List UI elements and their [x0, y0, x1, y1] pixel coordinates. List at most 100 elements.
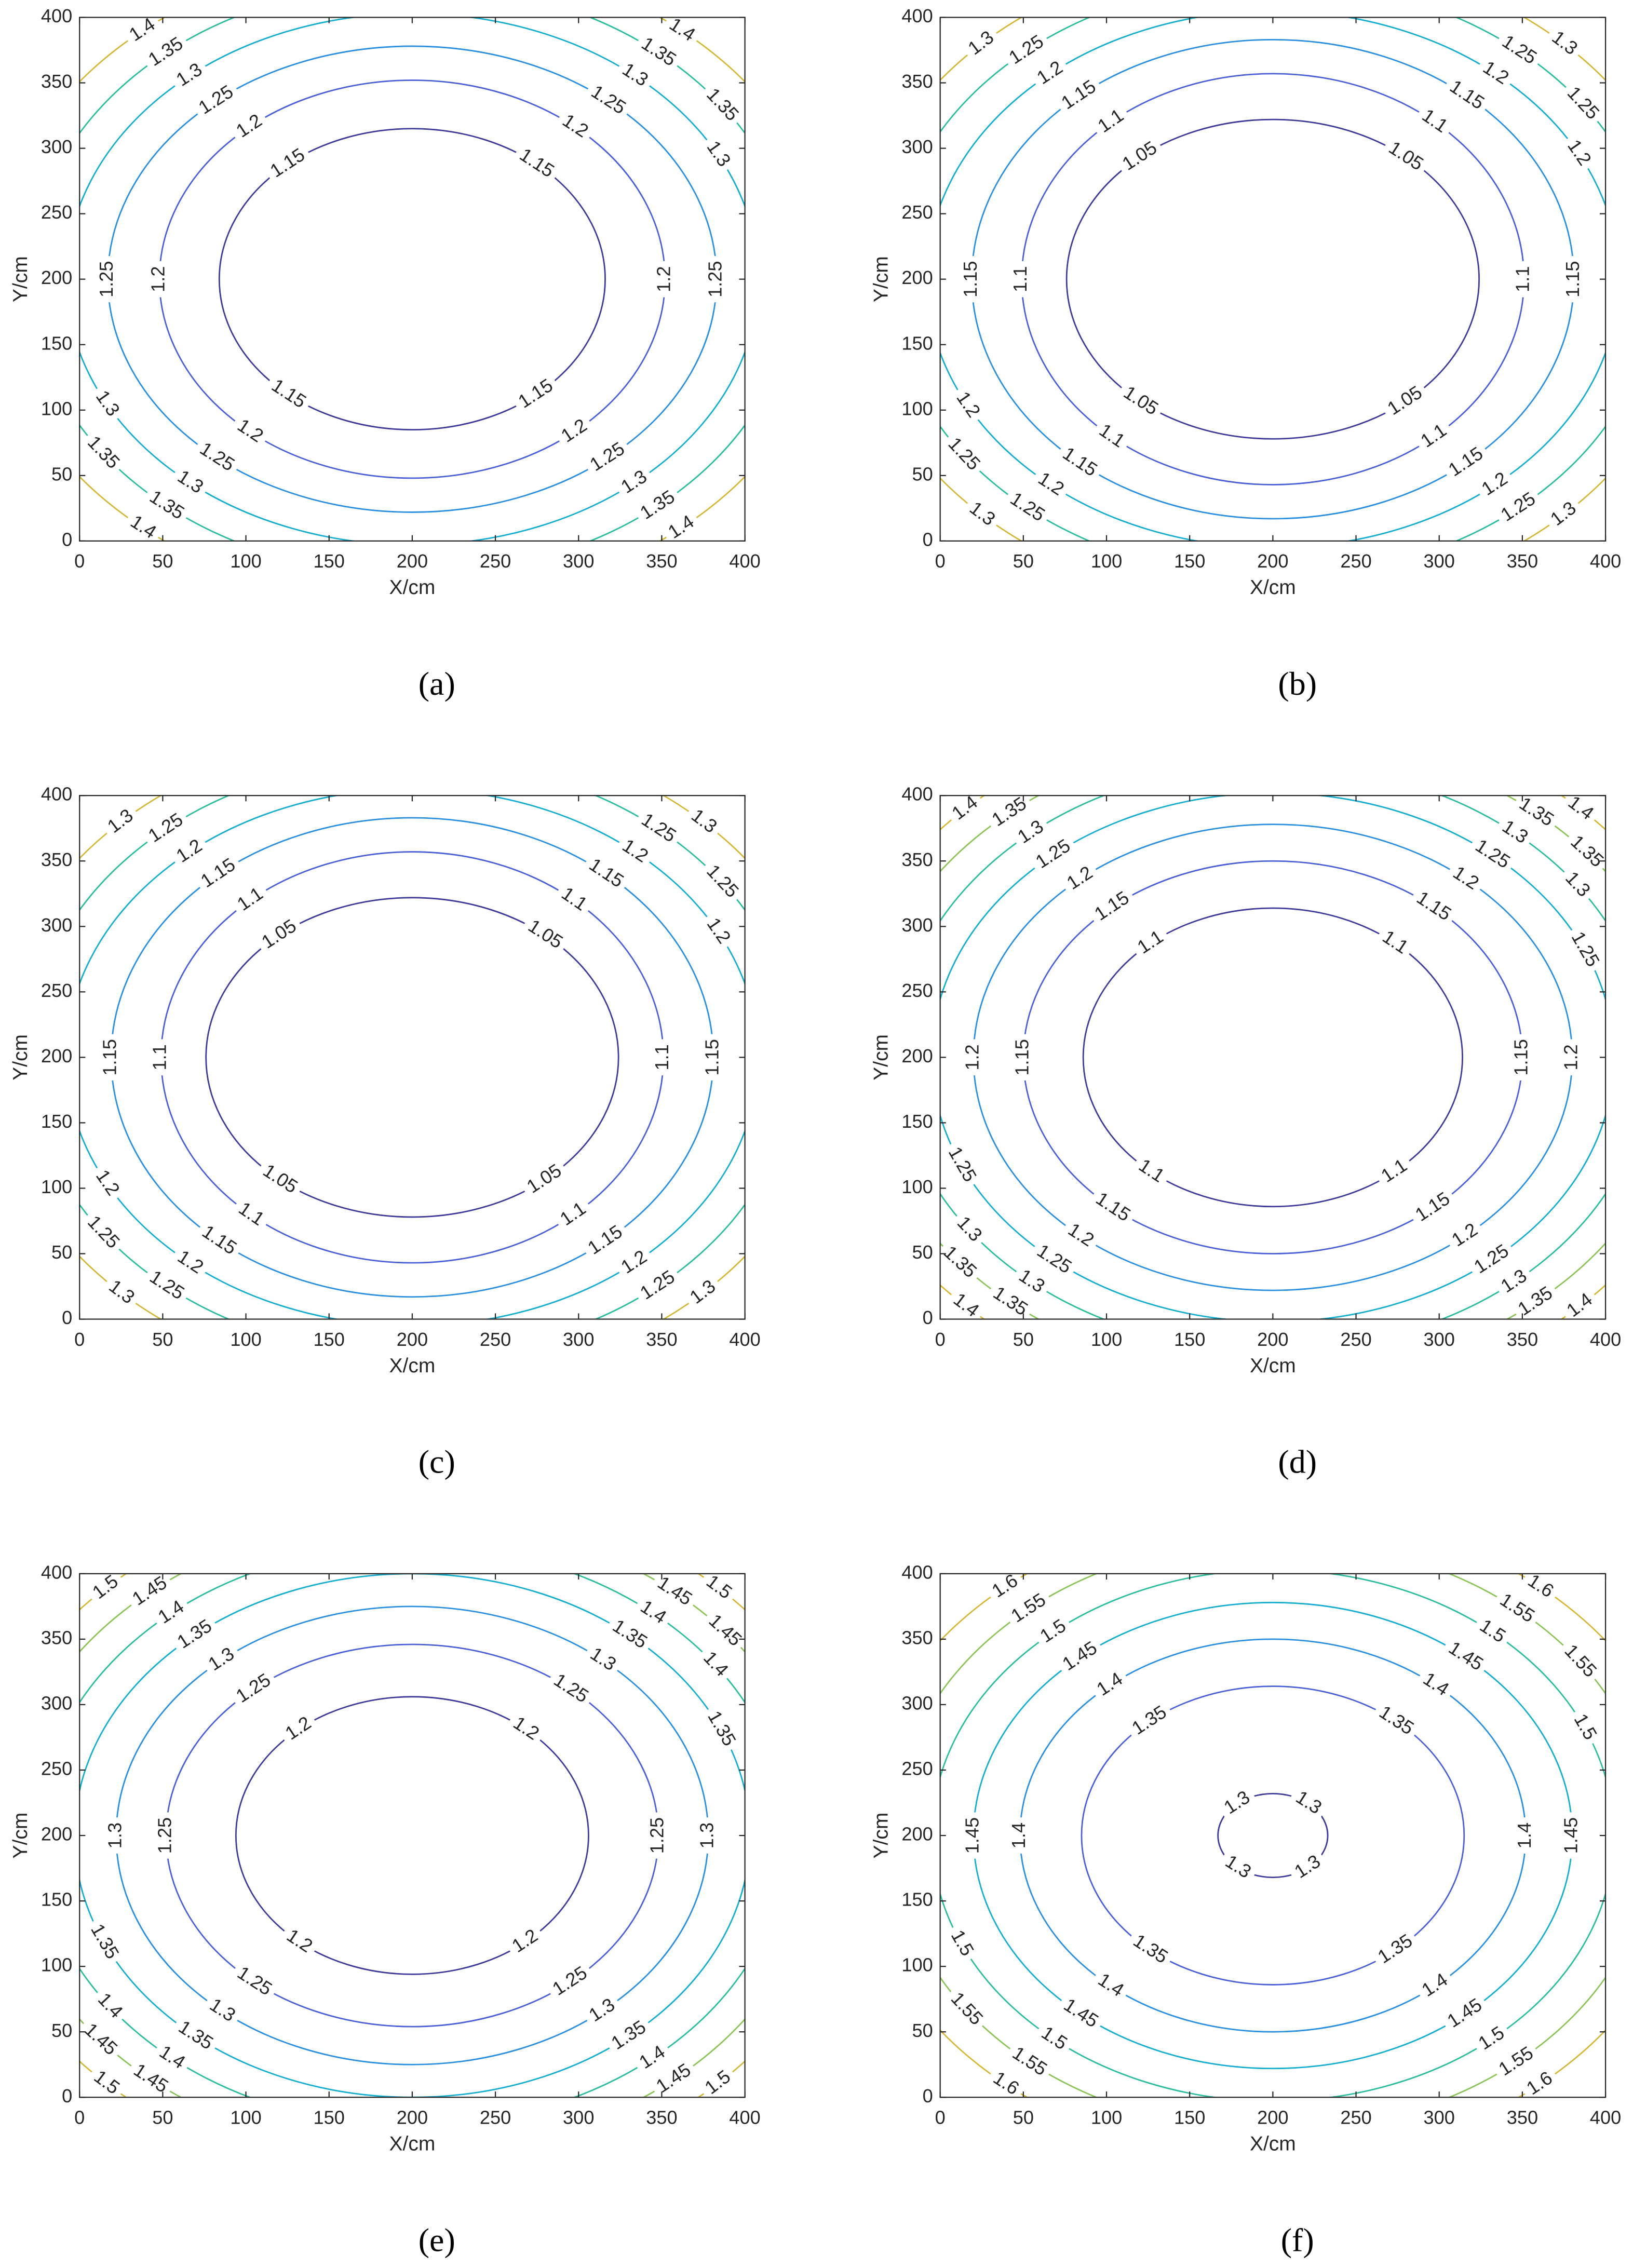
contour-label-group: 1.3 — [582, 1992, 624, 2030]
y-tick-label: 50 — [912, 2020, 933, 2041]
contour-label-bg — [632, 1594, 674, 1631]
contour-line — [1065, 118, 1480, 440]
contour-label-group: 1.25 — [583, 436, 633, 479]
y-tick-label: 350 — [41, 849, 72, 870]
contour-label-bg — [1414, 1667, 1456, 1704]
x-tick-label: 150 — [1174, 550, 1205, 572]
y-tick-label: 200 — [901, 1045, 933, 1066]
contour-line — [160, 851, 665, 1264]
contour-label-bg — [1559, 790, 1601, 828]
x-tick-label: 300 — [1424, 550, 1455, 572]
contour-label-bg — [1556, 1638, 1603, 1686]
contour-label-bg — [511, 142, 561, 185]
contour-label-group: 1.2 — [961, 1039, 984, 1076]
contour-label-bg — [604, 2015, 654, 2057]
contour-label-group: 1.25 — [1559, 79, 1606, 128]
contour-label-group: 1.15 — [99, 1034, 122, 1081]
contour-label-group: 1.1 — [230, 1196, 272, 1234]
contour-label-bg — [1467, 1238, 1517, 1281]
contour-label-group: 1.35 — [83, 1916, 124, 1967]
contour-label-bg — [706, 256, 727, 303]
contour-label-group: 1.25 — [229, 1961, 279, 2003]
contour-line — [218, 128, 606, 430]
contour-label-group: 1.05 — [520, 1158, 570, 1201]
contour-label-group: 1.2 — [1030, 466, 1071, 503]
contour-label-group: 1.1 — [1512, 261, 1534, 298]
x-tick-label: 300 — [563, 1329, 594, 1350]
contour-label-bg — [1491, 1587, 1542, 1630]
contour-label-group: 1.5 — [943, 1923, 979, 1965]
contour-label-bg — [76, 2017, 124, 2063]
contour-label-bg — [581, 852, 631, 895]
x-tick-label: 150 — [314, 550, 345, 572]
contour-label-bg — [943, 1923, 979, 1965]
contour-label-bg — [229, 1668, 279, 1710]
contour-label-group: 1.6 — [1519, 1568, 1561, 1605]
contour-label-bg — [683, 803, 724, 841]
contour-label-bg — [1371, 1928, 1421, 1971]
contour-label-group: 1.3 — [1217, 1785, 1259, 1822]
x-tick-label: 250 — [1340, 2107, 1371, 2128]
contour-label-bg — [201, 1641, 243, 1679]
contour-label-bg — [653, 1039, 674, 1076]
contour-label-group: 1.4 — [632, 1594, 674, 1631]
y-tick-label: 200 — [41, 1045, 72, 1066]
contour-label: 1.45 — [961, 1817, 982, 1854]
contour-label-group: 1.3 — [683, 1274, 724, 1312]
contour-label-bg — [1515, 1817, 1536, 1854]
contour-label-bg — [963, 1039, 984, 1076]
contour-label-bg — [194, 1219, 244, 1262]
y-axis-label: Y/cm — [870, 1813, 893, 1859]
contour-label-bg — [100, 1274, 142, 1312]
contour-label: 1.15 — [701, 1039, 722, 1075]
y-tick-label: 100 — [41, 398, 72, 419]
contour-label-bg — [254, 1158, 305, 1201]
contour-label-bg — [98, 256, 118, 303]
y-tick-label: 100 — [41, 1954, 72, 1976]
contour-label-group: 1.1 — [1413, 103, 1455, 141]
contour-label-bg — [614, 1244, 656, 1281]
contour-label-bg — [1030, 55, 1071, 92]
y-tick-label: 300 — [41, 136, 72, 157]
x-tick-label: 300 — [563, 2107, 594, 2128]
x-axis-label: X/cm — [389, 576, 436, 599]
x-tick-label: 100 — [1091, 550, 1122, 572]
x-tick-label: 150 — [314, 1329, 345, 1350]
contour-label-group: 1.3 — [699, 133, 737, 176]
contour-label-bg — [1562, 1039, 1583, 1076]
contour-label-bg — [100, 803, 142, 841]
y-tick-label: 250 — [901, 980, 933, 1001]
contour-label-group: 1.4 — [122, 12, 164, 49]
contour-label-bg — [553, 1196, 595, 1234]
x-tick-label: 50 — [152, 550, 173, 572]
x-tick-label: 350 — [1507, 550, 1538, 572]
y-tick-label: 300 — [901, 136, 933, 157]
contour-label: 1.25 — [96, 261, 117, 297]
contour-line — [79, 1573, 745, 2098]
contour-label-group: 1.05 — [1380, 136, 1430, 178]
caption: (b) — [1278, 665, 1317, 702]
x-tick-label: 350 — [646, 1329, 677, 1350]
contour-label-bg — [1089, 1967, 1131, 2005]
contour-label-group: 1.1 — [149, 1039, 171, 1076]
contour-label-bg — [1374, 1153, 1415, 1190]
contour-label-bg — [229, 1961, 279, 2003]
contour-label-bg — [1055, 1993, 1105, 2035]
contour-label-bg — [633, 484, 683, 527]
x-tick-label: 0 — [935, 550, 946, 572]
x-tick-label: 50 — [152, 1329, 173, 1350]
contour-label-bg — [935, 1239, 983, 1286]
contour-label-bg — [940, 430, 987, 479]
contour-label-bg — [1543, 24, 1585, 63]
contour-label: 1.1 — [149, 1044, 170, 1070]
contour-label-group: 1.45 — [1560, 1812, 1583, 1859]
contour-label-group: 1.1 — [651, 1039, 674, 1076]
contour-label-bg — [1562, 1812, 1583, 1859]
x-tick-label: 100 — [230, 2107, 261, 2128]
contour-label-group: 1.3 — [169, 464, 211, 501]
contour-label-bg — [698, 1569, 739, 1607]
contour-label-group: 1.5 — [1567, 1706, 1602, 1748]
contour-label-group: 1.25 — [1564, 924, 1605, 975]
contour-label-group: 1.45 — [1055, 1993, 1105, 2035]
x-tick-label: 50 — [152, 2107, 173, 2128]
